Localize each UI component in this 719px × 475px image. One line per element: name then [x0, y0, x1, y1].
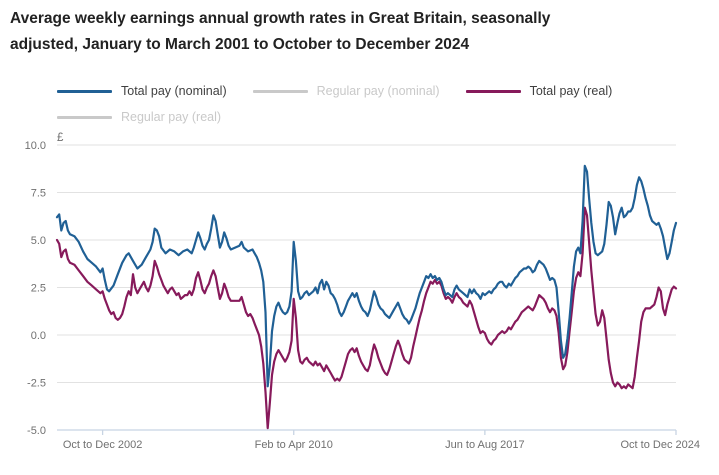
y-tick-label: 5.0	[31, 235, 46, 247]
chart-title-line-1: Average weekly earnings annual growth ra…	[10, 10, 551, 27]
series-line-total-pay-nominal	[55, 164, 678, 388]
legend: Total pay (nominal) Regular pay (nominal)…	[57, 83, 667, 125]
legend-label-total-pay-real: Total pay (real)	[529, 84, 613, 98]
legend-label-regular-pay-real: Regular pay (real)	[121, 110, 222, 124]
x-tick-label: Oct to Dec 2024	[621, 439, 701, 451]
legend-item-regular-pay-nominal[interactable]: Regular pay (nominal)	[252, 83, 440, 99]
legend-swatch-total-pay-real	[465, 89, 521, 93]
y-tick-label: -2.5	[27, 378, 46, 390]
y-axis-unit-label: £	[57, 132, 64, 144]
x-tick-label: Jun to Aug 2017	[445, 439, 525, 451]
y-tick-label: 10.0	[25, 140, 46, 152]
x-tick-label: Feb to Apr 2010	[255, 439, 333, 451]
y-tick-label: 2.5	[31, 283, 46, 295]
chart-title-line-2: adjusted, January to March 2001 to Octob…	[10, 36, 470, 53]
y-tick-label: 0.0	[31, 330, 46, 342]
legend-swatch-regular-pay-real	[57, 115, 112, 119]
legend-label-regular-pay-nominal: Regular pay (nominal)	[316, 84, 440, 98]
y-tick-label: -5.0	[27, 425, 46, 437]
y-tick-label: 7.5	[31, 188, 46, 200]
legend-swatch-total-pay-nominal	[57, 89, 112, 93]
legend-item-total-pay-real[interactable]: Total pay (real)	[465, 83, 613, 99]
chart-title: Average weekly earnings annual growth ra…	[10, 6, 690, 58]
legend-item-regular-pay-real[interactable]: Regular pay (real)	[57, 109, 221, 125]
legend-item-total-pay-nominal[interactable]: Total pay (nominal)	[57, 83, 227, 99]
legend-swatch-regular-pay-nominal	[252, 89, 308, 93]
legend-label-total-pay-nominal: Total pay (nominal)	[121, 84, 227, 98]
series-line-total-pay-real	[55, 206, 678, 430]
x-tick-label: Oct to Dec 2002	[63, 439, 143, 451]
